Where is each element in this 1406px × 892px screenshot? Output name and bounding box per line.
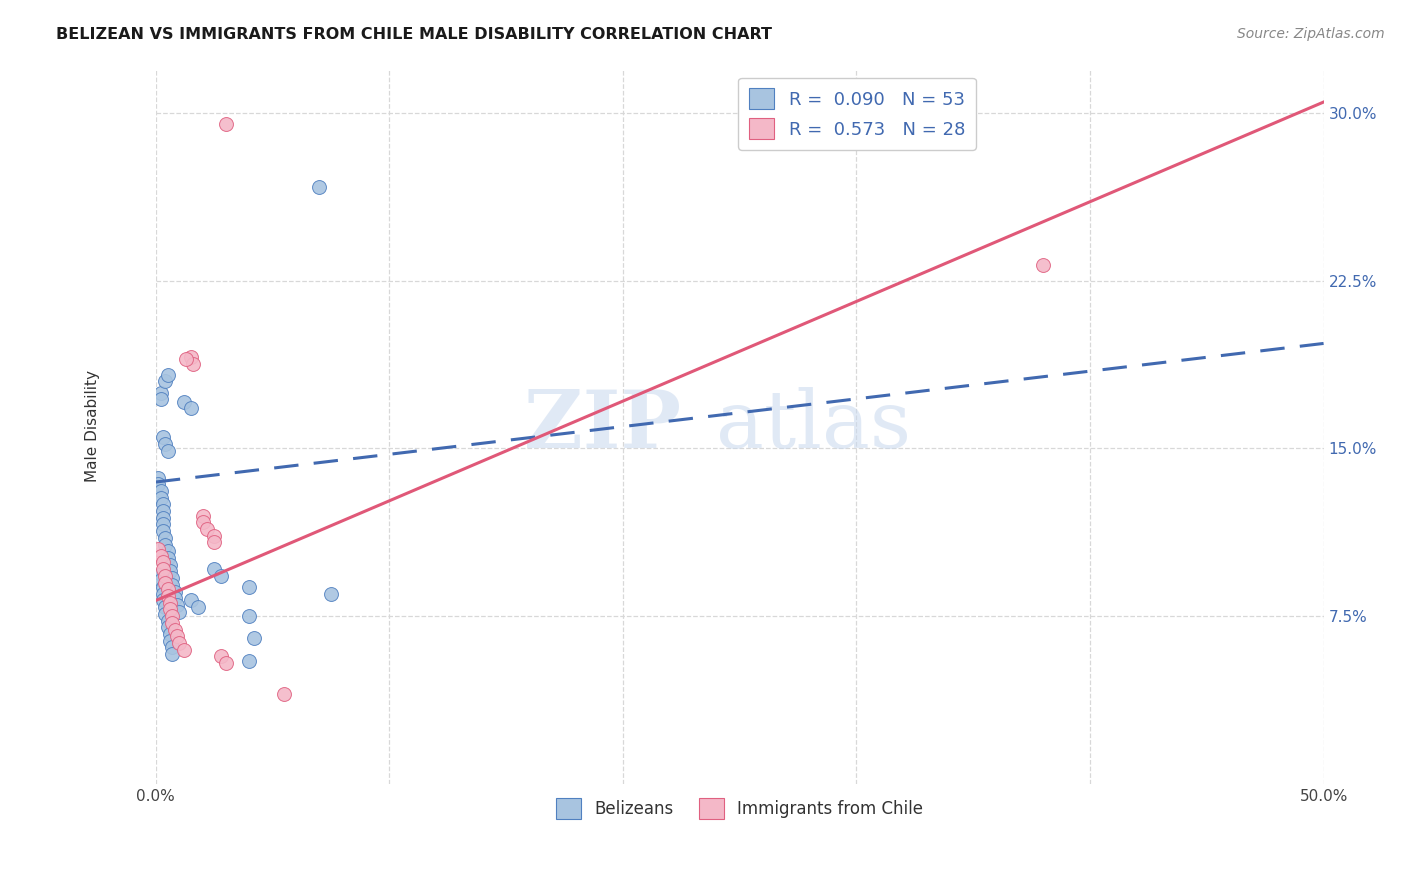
- Point: [149, 491, 172, 505]
- Point: [160, 640, 183, 655]
- Point: [149, 392, 172, 407]
- Point: [148, 470, 170, 484]
- Y-axis label: Male Disability: Male Disability: [86, 370, 100, 483]
- Point: [195, 522, 218, 536]
- Point: [152, 430, 174, 444]
- Point: [209, 649, 232, 664]
- Point: [152, 524, 174, 538]
- Point: [163, 623, 186, 637]
- Point: [149, 385, 172, 400]
- Point: [149, 549, 172, 563]
- Point: [148, 477, 170, 491]
- Point: [238, 609, 260, 624]
- Point: [149, 566, 172, 581]
- Point: [152, 580, 174, 594]
- Point: [156, 582, 179, 597]
- Point: [209, 569, 232, 583]
- Point: [152, 517, 174, 532]
- Point: [238, 580, 260, 594]
- Point: [156, 368, 179, 382]
- Point: [166, 629, 188, 643]
- Point: [160, 615, 183, 630]
- Point: [160, 647, 183, 661]
- Point: [319, 587, 342, 601]
- Text: BELIZEAN VS IMMIGRANTS FROM CHILE MALE DISABILITY CORRELATION CHART: BELIZEAN VS IMMIGRANTS FROM CHILE MALE D…: [56, 27, 772, 42]
- Point: [153, 575, 176, 590]
- Point: [156, 544, 179, 558]
- Point: [148, 542, 170, 557]
- Point: [167, 636, 190, 650]
- Text: atlas: atlas: [717, 387, 911, 465]
- Point: [181, 357, 204, 371]
- Point: [159, 627, 181, 641]
- Point: [152, 556, 174, 570]
- Point: [159, 602, 181, 616]
- Point: [163, 584, 186, 599]
- Point: [166, 598, 188, 612]
- Point: [156, 620, 179, 634]
- Point: [152, 504, 174, 518]
- Point: [180, 401, 202, 416]
- Point: [174, 352, 197, 367]
- Text: ZIP: ZIP: [524, 387, 682, 465]
- Point: [159, 558, 181, 572]
- Point: [153, 437, 176, 451]
- Point: [202, 535, 225, 549]
- Point: [191, 515, 214, 529]
- Point: [156, 551, 179, 566]
- Point: [156, 443, 179, 458]
- Point: [238, 654, 260, 668]
- Point: [187, 600, 209, 615]
- Point: [173, 642, 195, 657]
- Point: [160, 609, 183, 624]
- Point: [308, 180, 330, 194]
- Point: [160, 571, 183, 585]
- Point: [180, 593, 202, 607]
- Point: [153, 538, 176, 552]
- Point: [180, 350, 202, 364]
- Point: [153, 569, 176, 583]
- Point: [1032, 258, 1054, 272]
- Point: [173, 394, 195, 409]
- Point: [191, 508, 214, 523]
- Point: [153, 600, 176, 615]
- Point: [160, 578, 183, 592]
- Point: [273, 687, 295, 701]
- Legend: Belizeans, Immigrants from Chile: Belizeans, Immigrants from Chile: [550, 792, 929, 825]
- Point: [152, 562, 174, 576]
- Point: [167, 605, 190, 619]
- Point: [152, 497, 174, 511]
- Point: [156, 614, 179, 628]
- Point: [215, 117, 238, 131]
- Point: [152, 587, 174, 601]
- Text: Source: ZipAtlas.com: Source: ZipAtlas.com: [1237, 27, 1385, 41]
- Point: [243, 632, 266, 646]
- Point: [153, 375, 176, 389]
- Point: [152, 510, 174, 524]
- Point: [159, 596, 181, 610]
- Point: [149, 574, 172, 588]
- Point: [153, 607, 176, 621]
- Point: [202, 562, 225, 576]
- Point: [159, 565, 181, 579]
- Point: [159, 633, 181, 648]
- Point: [153, 531, 176, 545]
- Point: [215, 656, 238, 670]
- Point: [149, 483, 172, 498]
- Point: [152, 593, 174, 607]
- Point: [156, 589, 179, 603]
- Point: [163, 591, 186, 606]
- Point: [202, 528, 225, 542]
